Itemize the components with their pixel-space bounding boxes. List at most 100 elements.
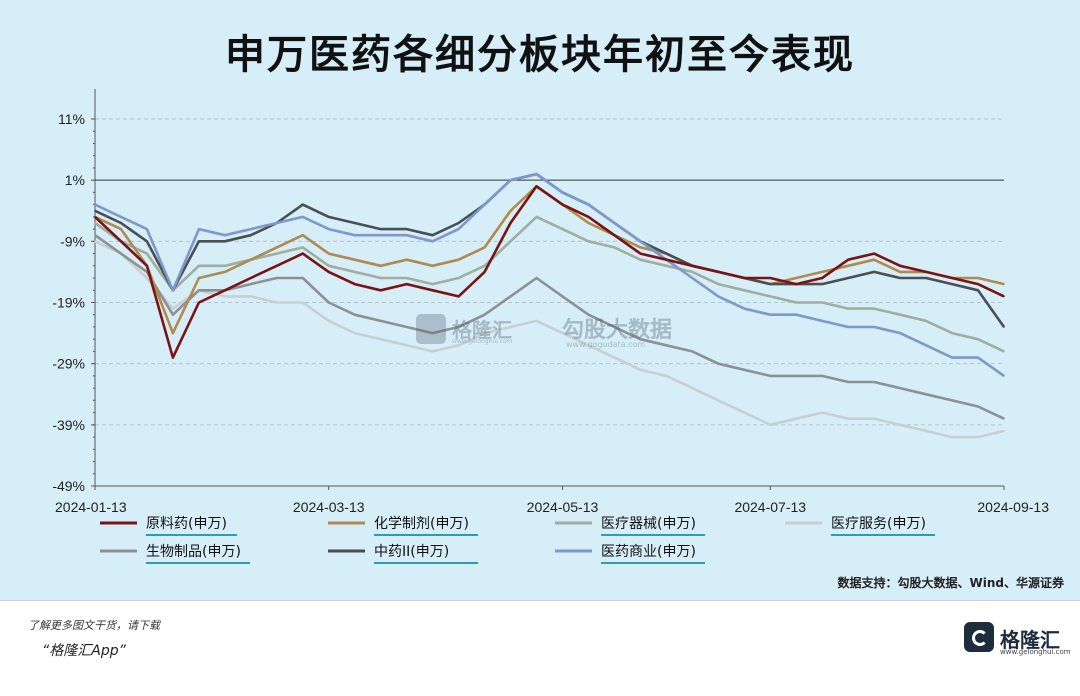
data-point-医疗服务 xyxy=(873,417,875,420)
y-tick-label: 1% xyxy=(65,172,85,188)
data-point-中药II xyxy=(665,252,668,255)
data-point-生物制品 xyxy=(94,234,96,237)
data-point-中药II xyxy=(899,277,901,279)
data-point-原料药 xyxy=(847,258,849,261)
data-point-医药商业 xyxy=(405,234,408,237)
chart-card: 申万医药各细分板块年初至今表现 11% 1% -9% -19% -29% -39% -49%… xyxy=(0,0,1080,600)
data-point-生物制品 xyxy=(172,313,174,316)
data-point-医疗服务 xyxy=(457,344,460,347)
data-point-医药商业 xyxy=(873,326,875,328)
data-point-医疗服务 xyxy=(847,417,849,420)
data-point-化学制剂 xyxy=(899,271,901,273)
data-point-生物制品 xyxy=(120,252,122,255)
data-point-原料药 xyxy=(327,271,330,273)
data-point-中药II xyxy=(94,209,96,212)
watermark: 格隆汇 www.gelonghui.com 勾股大数据 www.gogudata… xyxy=(416,312,686,352)
data-point-中药II xyxy=(1003,326,1005,328)
footer-app-name[interactable]: “格隆汇App” xyxy=(42,643,126,659)
data-point-化学制剂 xyxy=(224,271,226,273)
data-point-医疗服务 xyxy=(353,332,356,334)
data-point-医药商业 xyxy=(431,240,434,243)
data-point-医疗器械 xyxy=(327,265,330,267)
x-tick-label: 2024-01-13 xyxy=(55,499,127,515)
y-tick-label: -9% xyxy=(60,233,85,249)
watermark-logo-icon xyxy=(416,314,446,344)
data-point-医疗器械 xyxy=(1003,350,1005,353)
data-point-医疗器械 xyxy=(457,277,460,279)
data-point-生物制品 xyxy=(561,295,564,298)
data-point-医药商业 xyxy=(821,320,823,322)
data-point-医疗服务 xyxy=(951,436,953,438)
footer-note: 了解更多图文干货，请下载 xyxy=(28,619,160,632)
data-point-医疗器械 xyxy=(276,252,278,255)
data-point-原料药 xyxy=(743,277,746,279)
data-point-医药商业 xyxy=(120,216,122,218)
line-chart: 11% 1% -9% -19% -29% -39% -49% 2024-01-13 2024-0… xyxy=(52,89,1049,564)
data-point-医疗器械 xyxy=(301,246,304,249)
data-point-生物制品 xyxy=(431,332,434,334)
data-point-中药II xyxy=(925,277,927,279)
data-point-生物制品 xyxy=(691,350,694,353)
chart-title: 申万医药各细分板块年初至今表现 xyxy=(225,32,855,78)
data-point-医药商业 xyxy=(379,234,382,237)
data-point-原料药 xyxy=(120,240,122,243)
data-point-原料药 xyxy=(509,222,512,224)
data-point-中药II xyxy=(301,203,304,206)
footer-logo[interactable]: 格隆汇 www.gelonghui.com xyxy=(964,622,1074,656)
data-point-中药II xyxy=(847,277,849,279)
data-point-中药II xyxy=(821,283,823,285)
legend-label-化学制剂: 化学制剂(申万) xyxy=(374,516,469,532)
data-point-原料药 xyxy=(353,283,356,285)
data-point-中药II xyxy=(379,228,382,230)
data-point-医疗服务 xyxy=(795,417,798,420)
data-point-化学制剂 xyxy=(821,271,823,273)
data-point-中药II xyxy=(198,240,200,243)
data-point-原料药 xyxy=(276,265,278,267)
data-point-生物制品 xyxy=(951,399,953,402)
data-point-医疗器械 xyxy=(509,240,512,243)
data-point-医疗器械 xyxy=(795,301,798,304)
data-point-生物制品 xyxy=(795,375,798,377)
data-point-化学制剂 xyxy=(250,258,252,261)
series-line-医疗服务 xyxy=(94,240,1005,439)
data-point-生物制品 xyxy=(1003,417,1005,420)
data-point-医疗器械 xyxy=(587,240,590,243)
data-point-生物制品 xyxy=(665,344,668,347)
data-point-医疗服务 xyxy=(224,295,226,298)
watermark-url: www.gelonghui.com xyxy=(452,338,513,345)
data-point-中药II xyxy=(977,289,979,292)
data-point-生物制品 xyxy=(899,387,901,389)
data-point-医疗服务 xyxy=(1003,430,1005,432)
data-point-原料药 xyxy=(951,277,953,279)
data-point-原料药 xyxy=(431,289,434,292)
x-tick-label: 2024-03-13 xyxy=(293,499,365,515)
data-point-生物制品 xyxy=(847,381,849,383)
data-point-生物制品 xyxy=(925,393,927,396)
data-point-化学制剂 xyxy=(405,258,408,261)
data-point-原料药 xyxy=(250,277,252,279)
series-line-医药商业 xyxy=(94,172,1005,377)
data-point-中药II xyxy=(951,283,953,285)
watermark-name: 格隆汇 xyxy=(452,318,512,342)
data-point-医疗器械 xyxy=(431,283,434,285)
watermark-name-2: 勾股大数据 xyxy=(562,318,673,343)
data-point-医药商业 xyxy=(457,228,460,230)
data-point-原料药 xyxy=(146,265,148,267)
data-point-医药商业 xyxy=(743,307,746,310)
data-point-原料药 xyxy=(483,271,486,273)
data-point-原料药 xyxy=(1003,295,1005,298)
y-tick-label: 11% xyxy=(58,111,85,127)
data-point-医药商业 xyxy=(301,216,304,218)
x-tick-label: 2024-09-13 xyxy=(977,499,1049,515)
data-point-原料药 xyxy=(172,356,174,359)
data-point-医疗器械 xyxy=(379,277,382,279)
data-point-医疗器械 xyxy=(483,265,486,267)
data-point-原料药 xyxy=(405,283,408,285)
data-point-化学制剂 xyxy=(587,222,590,224)
data-point-中药II xyxy=(873,271,875,273)
data-point-医疗服务 xyxy=(276,301,278,304)
data-point-生物制品 xyxy=(457,326,460,328)
data-point-医药商业 xyxy=(535,173,538,175)
data-point-中药II xyxy=(250,234,252,237)
data-point-医疗器械 xyxy=(925,320,927,322)
